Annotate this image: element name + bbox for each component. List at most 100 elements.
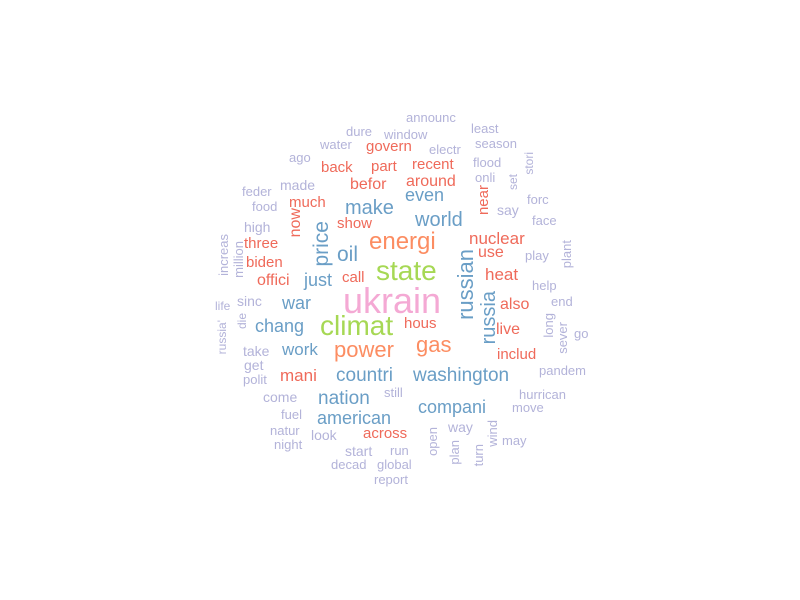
word: heat [485, 265, 519, 284]
word: just [304, 270, 333, 290]
word: befor [350, 176, 387, 193]
word: dure [346, 124, 373, 139]
word: run [390, 443, 409, 458]
word: may [502, 433, 527, 448]
word: open [425, 427, 440, 456]
word: countri [336, 365, 394, 386]
word: decad [331, 457, 367, 472]
word: oil [337, 243, 359, 266]
word: much [289, 194, 326, 211]
word: recent [412, 156, 454, 173]
word: take [243, 343, 270, 359]
word: go [574, 326, 589, 341]
word: show [337, 215, 373, 232]
word: food [252, 199, 278, 214]
word: fuel [281, 407, 302, 422]
word: flood [473, 155, 502, 170]
word: use [478, 244, 504, 261]
word: global [377, 457, 412, 472]
word: wind [485, 420, 500, 447]
word: russia' [215, 320, 229, 355]
word: report [374, 472, 408, 487]
word: make [345, 197, 394, 219]
word: way [448, 419, 473, 435]
word: gas [416, 332, 452, 357]
word: compani [418, 397, 487, 417]
word: life [215, 299, 231, 313]
word: million [231, 241, 246, 278]
word: pandem [539, 363, 586, 378]
word: die [235, 313, 249, 330]
word: nation [318, 388, 370, 409]
word: long [541, 313, 556, 338]
word: offici [257, 272, 290, 289]
word: energi [369, 228, 436, 255]
word: increas [216, 234, 231, 276]
word: ukrain [343, 280, 442, 321]
word: price [310, 221, 333, 267]
word: chang [255, 316, 305, 336]
word: three [244, 235, 279, 252]
word: onli [475, 170, 496, 185]
word: plant [559, 240, 574, 269]
word: end [551, 294, 573, 309]
word: american [317, 408, 392, 428]
word: war [282, 293, 312, 313]
word: nuclear [469, 229, 525, 248]
word: set [506, 174, 520, 191]
word: forc [527, 192, 549, 207]
word: now [287, 208, 304, 238]
word: work [282, 340, 318, 359]
word: sever [555, 322, 570, 354]
word: announc [406, 110, 456, 125]
word: govern [366, 138, 412, 155]
word: climat [320, 310, 394, 341]
word: say [497, 202, 519, 218]
word: made [280, 177, 316, 193]
word: get [244, 357, 264, 373]
word: biden [246, 254, 283, 271]
word: come [263, 389, 298, 405]
word: power [334, 337, 394, 362]
word: includ [497, 346, 537, 363]
word: stori [522, 152, 536, 175]
word: hous [404, 315, 437, 332]
word: water [320, 137, 352, 152]
word: near [475, 185, 492, 216]
word: face [532, 213, 557, 228]
word: turn [471, 444, 486, 467]
word: season [475, 136, 517, 151]
word: also [500, 296, 530, 313]
word: hurrican [519, 387, 566, 402]
word: russian [453, 249, 478, 320]
word: state [376, 255, 437, 286]
word: play [525, 248, 549, 263]
word: even [405, 185, 445, 205]
word: look [311, 427, 337, 443]
word: high [244, 219, 271, 235]
word: live [496, 321, 521, 338]
word: feder [242, 184, 272, 199]
word: back [321, 159, 353, 176]
word: world [415, 209, 463, 231]
word: ago [289, 150, 311, 165]
word: still [384, 385, 403, 400]
word: least [471, 121, 499, 136]
word: across [363, 425, 408, 442]
word: start [345, 443, 373, 459]
word: part [371, 158, 397, 175]
word: sinc [237, 293, 262, 309]
word: move [512, 400, 544, 415]
word: washington [413, 365, 510, 386]
word: natur [270, 423, 300, 438]
word: polit [243, 372, 267, 387]
word: electr [429, 142, 461, 157]
word: around [406, 173, 456, 190]
word: night [274, 437, 303, 452]
word: call [342, 269, 365, 286]
word: plan [447, 440, 462, 465]
word: window [384, 127, 428, 142]
word: help [532, 278, 557, 293]
word: mani [280, 366, 317, 385]
